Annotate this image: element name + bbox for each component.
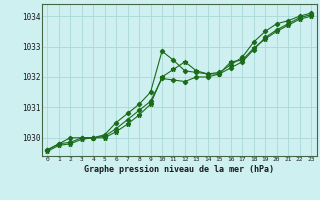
X-axis label: Graphe pression niveau de la mer (hPa): Graphe pression niveau de la mer (hPa) <box>84 165 274 174</box>
